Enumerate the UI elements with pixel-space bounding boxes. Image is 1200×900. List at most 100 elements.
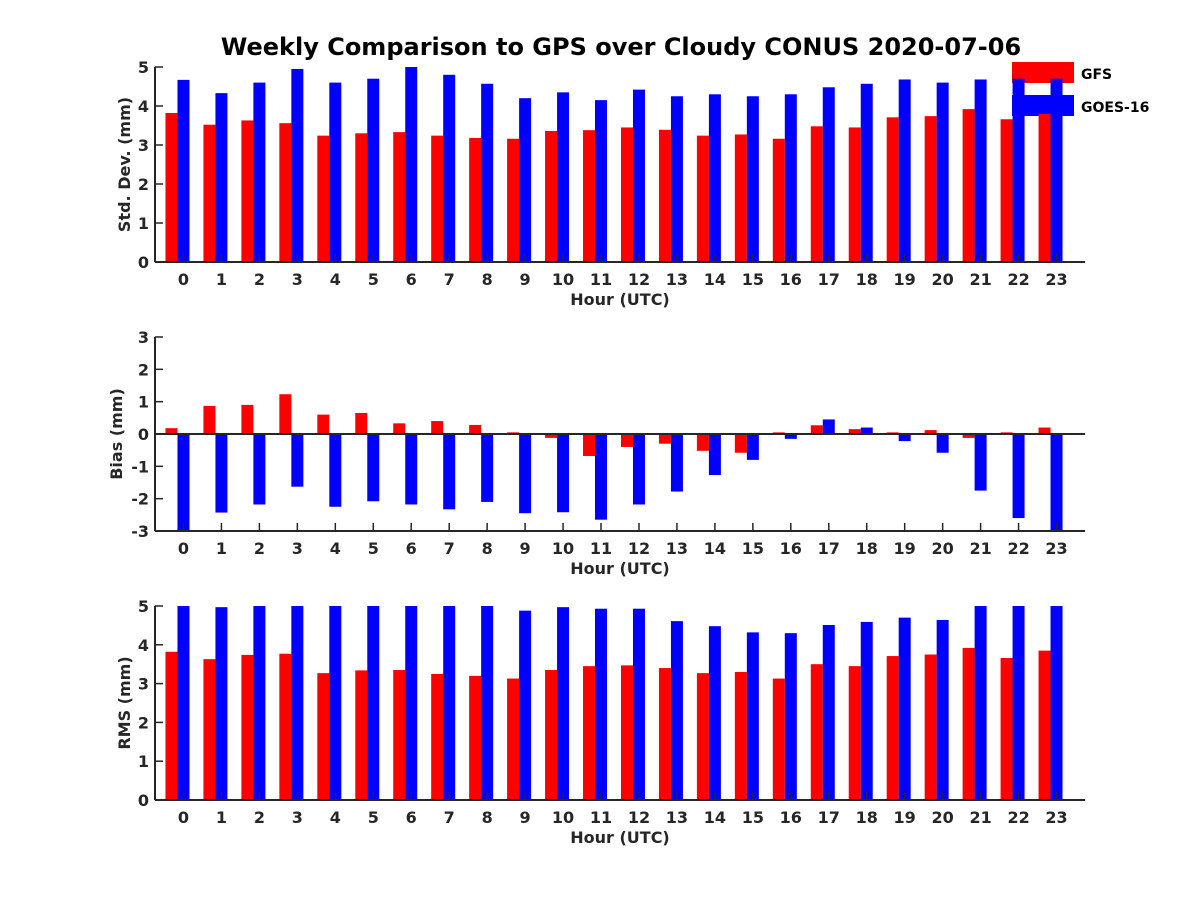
x-tick-label: 16 bbox=[780, 539, 802, 558]
bar-gfs-4 bbox=[317, 673, 330, 800]
bar-goes16-18 bbox=[860, 427, 873, 434]
x-tick-label: 2 bbox=[254, 808, 265, 827]
x-tick-label: 5 bbox=[368, 539, 379, 558]
bar-gfs-23 bbox=[1038, 427, 1051, 434]
bar-goes16-15 bbox=[746, 632, 759, 800]
bar-gfs-4 bbox=[317, 414, 330, 434]
y-tick-label: 1 bbox=[138, 214, 149, 233]
bar-goes16-0 bbox=[177, 606, 190, 800]
bar-gfs-20 bbox=[924, 116, 937, 262]
y-tick-label: 2 bbox=[138, 175, 149, 194]
bar-goes16-3 bbox=[291, 434, 304, 487]
x-tick-label: 3 bbox=[292, 539, 303, 558]
bar-goes16-2 bbox=[253, 434, 266, 505]
x-tick-label: 6 bbox=[406, 808, 417, 827]
x-tick-label: 1 bbox=[216, 808, 227, 827]
x-tick-label: 11 bbox=[590, 808, 612, 827]
bar-goes16-21 bbox=[974, 79, 987, 262]
bar-gfs-1 bbox=[203, 659, 216, 800]
bar-goes16-13 bbox=[670, 434, 683, 492]
bar-gfs-7 bbox=[431, 135, 444, 262]
bar-goes16-12 bbox=[632, 434, 645, 505]
x-tick-label: 10 bbox=[552, 808, 574, 827]
bar-goes16-7 bbox=[443, 606, 456, 800]
bar-goes16-4 bbox=[329, 82, 342, 262]
bar-goes16-2 bbox=[253, 82, 266, 262]
x-axis-label: Hour (UTC) bbox=[570, 828, 670, 847]
x-tick-label: 15 bbox=[742, 539, 764, 558]
x-tick-label: 1 bbox=[216, 270, 227, 289]
bar-goes16-13 bbox=[670, 621, 683, 800]
bar-goes16-6 bbox=[405, 434, 418, 505]
bar-gfs-4 bbox=[317, 135, 330, 262]
bar-goes16-7 bbox=[443, 74, 456, 262]
y-axis-label: Bias (mm) bbox=[107, 388, 126, 480]
bar-gfs-13 bbox=[658, 668, 671, 800]
bar-goes16-18 bbox=[860, 83, 873, 263]
bar-gfs-5 bbox=[355, 412, 368, 434]
bar-goes16-22 bbox=[1012, 606, 1025, 800]
x-tick-label: 21 bbox=[969, 539, 991, 558]
bar-gfs-0 bbox=[165, 113, 178, 263]
x-tick-label: 17 bbox=[818, 808, 840, 827]
x-tick-label: 19 bbox=[894, 270, 916, 289]
bar-goes16-12 bbox=[632, 89, 645, 263]
bar-goes16-6 bbox=[405, 606, 418, 800]
y-tick-label: 4 bbox=[138, 97, 149, 116]
bar-gfs-14 bbox=[696, 434, 709, 451]
bar-gfs-9 bbox=[507, 678, 520, 800]
bar-goes16-16 bbox=[784, 94, 797, 262]
x-axis-label: Hour (UTC) bbox=[570, 559, 670, 578]
bar-gfs-1 bbox=[203, 124, 216, 262]
bar-goes16-23 bbox=[1050, 606, 1063, 800]
bar-goes16-20 bbox=[936, 82, 949, 262]
x-tick-label: 20 bbox=[932, 808, 954, 827]
x-tick-label: 9 bbox=[520, 539, 531, 558]
bar-goes16-19 bbox=[898, 434, 911, 442]
x-tick-label: 11 bbox=[590, 539, 612, 558]
x-tick-label: 7 bbox=[444, 539, 455, 558]
y-tick-label: 3 bbox=[138, 136, 149, 155]
bar-gfs-20 bbox=[924, 654, 937, 800]
x-tick-label: 13 bbox=[666, 808, 688, 827]
x-tick-label: 16 bbox=[780, 808, 802, 827]
x-tick-label: 22 bbox=[1007, 270, 1029, 289]
x-tick-label: 4 bbox=[330, 808, 341, 827]
bar-gfs-20 bbox=[924, 430, 937, 434]
x-tick-label: 1 bbox=[216, 539, 227, 558]
bar-gfs-21 bbox=[962, 109, 975, 263]
bar-gfs-17 bbox=[810, 664, 823, 800]
legend: GFS GOES-16 bbox=[1012, 62, 1149, 116]
x-tick-label: 21 bbox=[969, 808, 991, 827]
x-tick-label: 20 bbox=[932, 270, 954, 289]
bar-gfs-19 bbox=[886, 117, 899, 262]
bar-gfs-10 bbox=[545, 434, 558, 438]
x-tick-label: 23 bbox=[1045, 808, 1067, 827]
bar-gfs-11 bbox=[583, 666, 596, 800]
bar-gfs-6 bbox=[393, 423, 406, 434]
x-tick-label: 22 bbox=[1007, 539, 1029, 558]
x-tick-label: 23 bbox=[1045, 270, 1067, 289]
bar-goes16-8 bbox=[481, 606, 494, 800]
x-tick-label: 23 bbox=[1045, 539, 1067, 558]
x-tick-label: 22 bbox=[1007, 808, 1029, 827]
bar-goes16-17 bbox=[822, 625, 835, 800]
bar-gfs-14 bbox=[696, 673, 709, 800]
bar-gfs-23 bbox=[1038, 113, 1051, 262]
bar-gfs-6 bbox=[393, 132, 406, 262]
bar-goes16-11 bbox=[595, 100, 608, 263]
bar-gfs-21 bbox=[962, 647, 975, 800]
bar-gfs-17 bbox=[810, 425, 823, 434]
bar-goes16-1 bbox=[215, 434, 228, 513]
x-tick-label: 0 bbox=[178, 270, 189, 289]
x-tick-label: 15 bbox=[742, 808, 764, 827]
x-tick-label: 7 bbox=[444, 808, 455, 827]
y-tick-label: 1 bbox=[138, 393, 149, 412]
bar-gfs-2 bbox=[241, 654, 254, 800]
x-tick-label: 18 bbox=[856, 539, 878, 558]
y-tick-label: 3 bbox=[138, 675, 149, 694]
bar-goes16-5 bbox=[367, 78, 380, 262]
bar-goes16-16 bbox=[784, 434, 797, 439]
bar-goes16-15 bbox=[746, 434, 759, 460]
